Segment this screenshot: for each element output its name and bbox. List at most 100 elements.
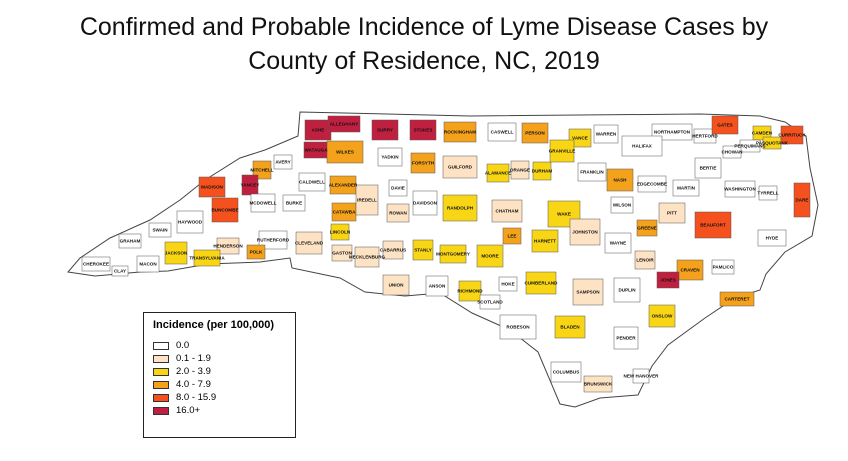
county-granville [549, 139, 575, 163]
county-label: CURRITUCK [778, 133, 806, 138]
county-franklin [577, 162, 607, 182]
county-davidson [412, 190, 438, 216]
county-clay [111, 265, 129, 277]
county-lincoln [330, 223, 350, 241]
county-label: HYDE [766, 236, 779, 241]
county-guilford [442, 155, 478, 179]
county-label: RUTHERFORD [257, 238, 290, 243]
county-robeson [499, 314, 537, 340]
county-label: EDGECOMBE [637, 182, 667, 187]
county-label: LENOIR [636, 258, 654, 263]
county-onslow [648, 304, 676, 328]
county-rutherford [258, 230, 288, 250]
county-label: CAMDEN [752, 131, 773, 136]
legend-swatch [153, 393, 169, 402]
county-label: RANDOLPH [447, 206, 474, 211]
county-label: MARTIN [677, 186, 696, 191]
county-wayne [604, 232, 632, 254]
map-title: Confirmed and Probable Incidence of Lyme… [0, 10, 848, 78]
county-label: BERTIE [700, 166, 717, 171]
county-label: HAYWOOD [178, 220, 203, 225]
county-label: GUILFORD [448, 165, 473, 170]
county-label: CASWELL [491, 130, 514, 135]
county-label: VANCE [572, 136, 588, 141]
county-orange [510, 160, 530, 180]
county-label: YANCEY [241, 183, 260, 188]
county-label: UNION [389, 283, 404, 288]
county-label: CHEROKEE [83, 262, 109, 267]
county-pamlico [711, 259, 735, 275]
county-graham [118, 233, 142, 249]
county-label: GATES [717, 123, 732, 128]
county-lee [502, 227, 522, 245]
county-label: MONTGOMERY [436, 252, 470, 257]
county-wilkes [326, 140, 364, 164]
county-label: LEE [508, 234, 517, 239]
legend-label: 4.0 - 7.9 [176, 379, 211, 390]
county-gates [711, 115, 739, 135]
county-label: PENDER [616, 336, 636, 341]
county-label: BURKE [286, 201, 302, 206]
county-label: JOHNSTON [572, 230, 598, 235]
county-label: HOKE [501, 282, 514, 287]
county-label: NORTHAMPTON [654, 130, 691, 135]
county-jones [656, 271, 680, 289]
county-label: DAVIE [391, 186, 405, 191]
county-label: COLUMBUS [553, 370, 580, 375]
legend-swatch [153, 341, 169, 350]
county-label: BRUNSWICK [584, 382, 613, 387]
county-label: IREDELL [357, 198, 377, 203]
county-transylvania [193, 249, 221, 267]
county-label: CRAVEN [680, 268, 700, 273]
county-label: DUPLIN [618, 288, 636, 293]
county-label: PASQUOTANK [756, 141, 789, 146]
county-label: ORANGE [510, 168, 530, 173]
county-alamance [486, 163, 510, 183]
legend-swatch [153, 406, 169, 415]
county-cleveland [295, 231, 323, 255]
county-polk [246, 244, 266, 260]
county-chowan [722, 145, 742, 159]
county-rockingham [443, 121, 477, 143]
county-label: PERQUIMANS [734, 144, 765, 149]
legend-label: 8.0 - 15.9 [176, 392, 217, 403]
county-davie [388, 179, 408, 197]
county-craven [676, 259, 704, 281]
county-mecklenburg [354, 246, 380, 268]
county-label: CUMBERLAND [525, 281, 559, 286]
county-label: HARNETT [534, 239, 556, 244]
county-brunswick [583, 375, 613, 393]
county-surry [371, 119, 399, 141]
county-swain [148, 222, 172, 238]
county-label: CLEVELAND [295, 241, 324, 246]
county-label: PAMLICO [713, 265, 734, 270]
title-line-1: Confirmed and Probable Incidence of Lyme… [79, 13, 769, 41]
county-lenoir [634, 250, 656, 270]
county-duplin [613, 277, 641, 303]
legend-label: 16.0+ [176, 405, 201, 416]
county-label: BLADEN [560, 325, 580, 330]
county-camden [752, 125, 772, 141]
county-label: FORSYTH [412, 161, 435, 166]
county-label: HENDERSON [213, 244, 243, 249]
county-pitt [658, 202, 686, 224]
county-caldwell [298, 172, 326, 192]
county-warren [593, 124, 619, 144]
county-label: CLAY [114, 269, 126, 274]
county-durham [532, 161, 552, 181]
county-label: JACKSON [165, 251, 188, 256]
county-anson [425, 275, 449, 297]
county-stanly [412, 239, 434, 261]
county-iredell [355, 184, 379, 216]
legend: Incidence (per 100,000) 0.0 0.1 - 1.9 2.0 … [143, 312, 296, 438]
county-label: CARTERET [724, 297, 749, 302]
legend-item: 0.1 - 1.9 [153, 352, 286, 365]
county-label: SAMPSON [576, 290, 600, 295]
county-halifax [621, 135, 663, 157]
county-label: HERTFORD [692, 134, 718, 139]
county-label: STOKES [414, 128, 433, 133]
legend-item: 8.0 - 15.9 [153, 391, 286, 404]
county-currituck [780, 125, 804, 145]
county-label: MADISON [201, 185, 223, 190]
